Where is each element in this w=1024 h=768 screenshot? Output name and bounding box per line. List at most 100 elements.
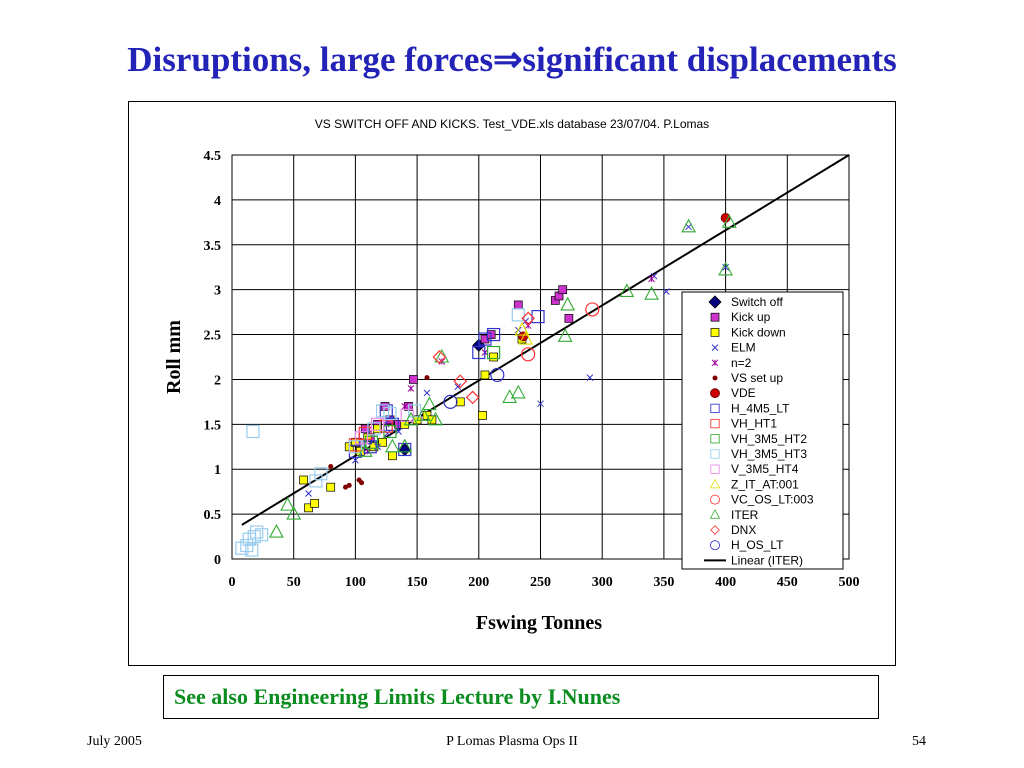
data-point: [521, 311, 536, 326]
data-point: [305, 490, 312, 497]
data-point: [398, 442, 412, 457]
legend-item: Switch off: [708, 295, 783, 309]
data-point: [309, 474, 323, 488]
y-tick-label: 3.5: [204, 239, 222, 254]
data-point: [564, 314, 574, 323]
legend-item: VH_HT1: [710, 417, 777, 431]
plot-area-border: [231, 154, 850, 560]
data-point: [304, 503, 313, 513]
legend-swatch: [712, 375, 718, 381]
data-point: [373, 424, 382, 434]
legend-item: Kick up: [710, 310, 771, 324]
data-point: [371, 417, 385, 431]
slide-title: Disruptions, large forces⇒significant di…: [127, 40, 897, 79]
legend-label: VDE: [731, 386, 756, 400]
data-point: [245, 543, 259, 557]
legend-label: Linear (ITER): [731, 553, 803, 567]
data-point: [403, 411, 419, 426]
data-point: [454, 383, 462, 390]
fit-line-iter: [241, 154, 850, 526]
y-tick-label: 3: [214, 284, 221, 299]
data-point: [400, 408, 414, 422]
y-tick-label: 0: [214, 553, 221, 568]
data-point: [518, 330, 534, 345]
footer-author: P Lomas Plasma Ops II: [446, 734, 578, 749]
note-box: See also Engineering Limits Lecture by I…: [163, 675, 879, 719]
data-point: [648, 275, 655, 283]
legend-label: DNX: [731, 523, 756, 537]
legend-swatch: [710, 388, 720, 399]
legend-box: [681, 291, 844, 570]
data-point: [510, 384, 526, 399]
legend-swatch: [710, 418, 720, 429]
data-point: [328, 464, 334, 470]
legend-label: VC_OS_LT:003: [731, 493, 814, 507]
footer-date: July 2005: [87, 734, 142, 749]
legend-label: Kick down: [731, 325, 786, 339]
y-tick-label: 4: [214, 194, 221, 209]
legend-swatch: [710, 403, 720, 414]
y-tick-label: 2: [214, 373, 221, 388]
y-tick-label: 2.5: [204, 329, 222, 344]
legend-swatch: [711, 359, 719, 367]
data-point: [255, 528, 269, 542]
x-tick-label: 450: [777, 575, 798, 590]
data-point: [286, 505, 302, 520]
legend-item: ELM: [711, 341, 756, 355]
data-point: [720, 212, 731, 223]
data-point: [478, 411, 487, 420]
series-9: [364, 345, 501, 449]
data-point: [465, 390, 480, 405]
legend-label: VS set up: [731, 371, 783, 385]
data-point: [663, 288, 670, 295]
data-point: [685, 223, 692, 231]
legend-label: VH_3M5_HT2: [731, 432, 807, 446]
data-point: [378, 437, 387, 447]
legend-label: ITER: [731, 508, 759, 522]
data-point: [280, 496, 295, 511]
legend-label: VH_HT1: [731, 417, 777, 431]
data-point: [521, 347, 536, 362]
series-15: [432, 311, 536, 405]
data-point: [480, 334, 490, 344]
data-point: [383, 424, 397, 439]
series-3: [305, 223, 729, 497]
data-point: [502, 389, 518, 403]
legend-label: ELM: [731, 341, 756, 355]
data-point: [357, 443, 373, 457]
data-point: [380, 402, 390, 411]
data-point: [721, 214, 737, 228]
legend-item: VC_OS_LT:003: [710, 493, 814, 507]
data-point: [558, 285, 568, 295]
legend-item: n=2: [711, 356, 752, 370]
data-point: [367, 422, 381, 436]
legend-label: n=2: [731, 356, 752, 370]
data-point: [480, 370, 490, 380]
legend-item: ITER: [709, 508, 759, 522]
data-point: [453, 374, 468, 389]
series-14: [269, 214, 737, 538]
legend-label: Switch off: [731, 295, 783, 309]
legend-swatch: [710, 540, 720, 551]
x-tick-label: 300: [592, 575, 613, 590]
data-point: [407, 385, 415, 392]
x-tick-label: 150: [407, 575, 428, 590]
legend-item: VH_3M5_HT2: [710, 432, 807, 446]
legend-swatch: [709, 509, 721, 519]
y-axis-label: Roll mm: [163, 320, 185, 394]
legend-swatch: [710, 464, 720, 474]
data-point: [557, 328, 573, 342]
data-point: [428, 411, 444, 426]
y-tick-label: 4.5: [204, 149, 222, 164]
data-point: [359, 480, 365, 486]
series-16: [443, 367, 505, 409]
legend-label: V_3M5_HT4: [731, 462, 799, 476]
data-point: [619, 283, 635, 298]
legend-swatch: [710, 494, 720, 505]
data-point: [531, 310, 545, 324]
footer-page-number: 54: [912, 734, 926, 749]
data-point: [397, 438, 413, 453]
scatter-chart: VS SWITCH OFF AND KICKS. Test_VDE.xls da…: [163, 117, 860, 634]
data-point: [398, 442, 412, 457]
